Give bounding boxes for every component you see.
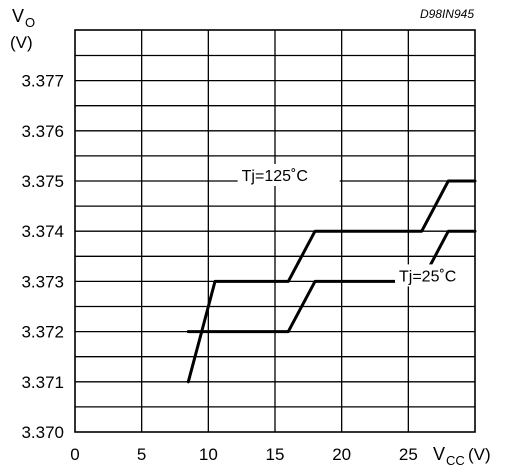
x-tick-label: 5 <box>137 445 146 464</box>
y-tick-label: 3.376 <box>21 122 64 141</box>
tick-labels: 3.370 3.371 3.372 3.373 3.374 3.375 3.376 3.377… <box>21 72 417 464</box>
y-axis-label-main: V <box>12 6 24 26</box>
series-label-bg <box>237 164 340 186</box>
y-tick-label: 3.377 <box>21 72 64 91</box>
x-axis-label-subscript: CC <box>446 453 465 468</box>
series-labels: Tj=125˚C Tj=25˚C <box>237 164 487 287</box>
y-axis-unit: (V) <box>10 33 33 52</box>
x-axis-unit: (V) <box>468 445 491 464</box>
series-label: Tj=125˚C <box>242 168 308 185</box>
y-tick-label: 3.375 <box>21 172 64 191</box>
y-tick-label: 3.371 <box>21 373 64 392</box>
x-tick-label: 15 <box>266 445 285 464</box>
series-label-bg <box>395 264 487 287</box>
y-axis-label-subscript: O <box>25 15 35 30</box>
y-axis-label: V O (V) <box>10 6 35 52</box>
x-tick-label: 10 <box>199 445 218 464</box>
series-label: Tj=25˚C <box>399 268 456 285</box>
x-axis-label-main: V <box>433 444 445 464</box>
x-tick-label: 0 <box>70 445 79 464</box>
y-tick-label: 3.374 <box>21 222 64 241</box>
curve-tj-125 <box>186 179 477 334</box>
figure-code: D98IN945 <box>420 7 474 21</box>
plot-frame <box>74 29 476 433</box>
x-tick-label: 25 <box>399 445 418 464</box>
y-tick-label: 3.370 <box>21 423 64 442</box>
x-axis-label: V CC (V) <box>433 444 491 468</box>
y-tick-label: 3.372 <box>21 323 64 342</box>
x-tick-label: 20 <box>332 445 351 464</box>
y-tick-label: 3.373 <box>21 272 64 291</box>
